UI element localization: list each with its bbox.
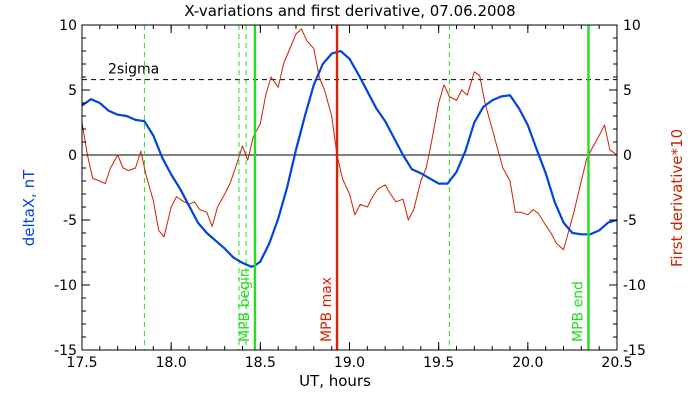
mpb-max-label: MPB max bbox=[319, 277, 335, 342]
x-tick-label: 20.0 bbox=[512, 355, 543, 371]
y-axis-right-label: First derivative*10 bbox=[668, 129, 686, 267]
y-right-tick-label: 10 bbox=[623, 18, 641, 34]
y-right-tick-label: 5 bbox=[623, 83, 632, 99]
x-tick-label: 19.0 bbox=[334, 355, 365, 371]
y-left-tick-label: -15 bbox=[54, 343, 77, 359]
mpb-end-label: MPB end bbox=[570, 281, 586, 342]
chart-title: X-variations and first derivative, 07.06… bbox=[184, 2, 515, 20]
x-tick-label: 18.0 bbox=[156, 355, 187, 371]
y-right-tick-label: -15 bbox=[623, 343, 646, 359]
y-left-tick-label: 0 bbox=[68, 148, 77, 164]
y-left-tick-label: -5 bbox=[63, 213, 77, 229]
y-left-tick-label: -10 bbox=[54, 278, 77, 294]
y-right-tick-label: 0 bbox=[623, 148, 632, 164]
x-tick-label: 18.5 bbox=[245, 355, 276, 371]
y-right-tick-label: -10 bbox=[623, 278, 646, 294]
derivative-series-line bbox=[81, 28, 618, 251]
y-left-tick-label: 10 bbox=[59, 18, 77, 34]
y-left-tick-label: 5 bbox=[68, 83, 77, 99]
plot-frame bbox=[81, 24, 618, 351]
y-right-tick-label: -5 bbox=[623, 213, 637, 229]
plot-area: 2sigma MPB begin MPB max MPB end 17.5 18.0 18.… bbox=[54, 18, 646, 371]
y-axis-left-label: deltaX, nT bbox=[20, 169, 38, 246]
deltax-series-line bbox=[81, 49, 618, 268]
x-axis-label: UT, hours bbox=[299, 372, 371, 390]
x-tick-label: 17.5 bbox=[66, 355, 97, 371]
mpb-begin-label: MPB begin bbox=[237, 268, 253, 342]
threshold-label: 2sigma bbox=[108, 62, 159, 78]
x-tick-label: 19.5 bbox=[423, 355, 454, 371]
x-tick-label: 20.5 bbox=[601, 355, 632, 371]
